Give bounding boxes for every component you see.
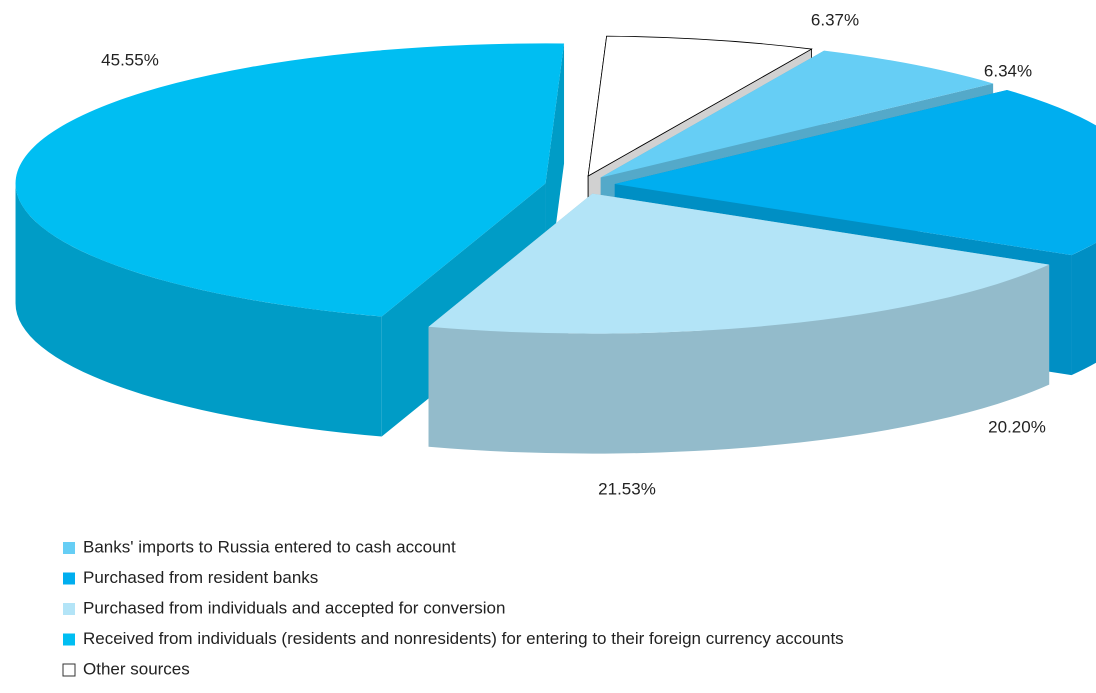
slice: [428, 193, 1050, 454]
slice-side: [1071, 242, 1096, 376]
legend-label: Other sources: [83, 659, 190, 678]
slice-top: [428, 193, 1050, 334]
legend-label: Purchased from individuals and accepted …: [83, 598, 505, 617]
legend-label: Purchased from resident banks: [83, 568, 318, 587]
data-label: 45.55%: [101, 50, 159, 69]
legend-swatch: [63, 603, 75, 615]
legend: Banks' imports to Russia entered to cash…: [62, 537, 844, 678]
data-label: 6.37%: [811, 10, 859, 29]
legend-swatch: [63, 572, 75, 585]
slice-top: [15, 43, 565, 317]
legend-label: Received from individuals (residents and…: [83, 629, 844, 648]
legend-swatch: [63, 542, 75, 554]
slice-top: [614, 89, 1096, 256]
legend-swatch: [63, 633, 75, 646]
slice-side: [15, 183, 382, 437]
slice-top: [600, 50, 994, 178]
pie: 6.34% 20.20% 21.53% 45.55% 6.37%: [15, 10, 1096, 498]
slice-top: [587, 35, 813, 177]
legend-swatch: [62, 663, 76, 677]
data-label: 21.53%: [598, 479, 656, 498]
data-label: 6.34%: [984, 61, 1032, 80]
legend-label: Banks' imports to Russia entered to cash…: [83, 537, 456, 556]
data-label: 20.20%: [988, 417, 1046, 436]
slice-side: [428, 264, 1050, 454]
